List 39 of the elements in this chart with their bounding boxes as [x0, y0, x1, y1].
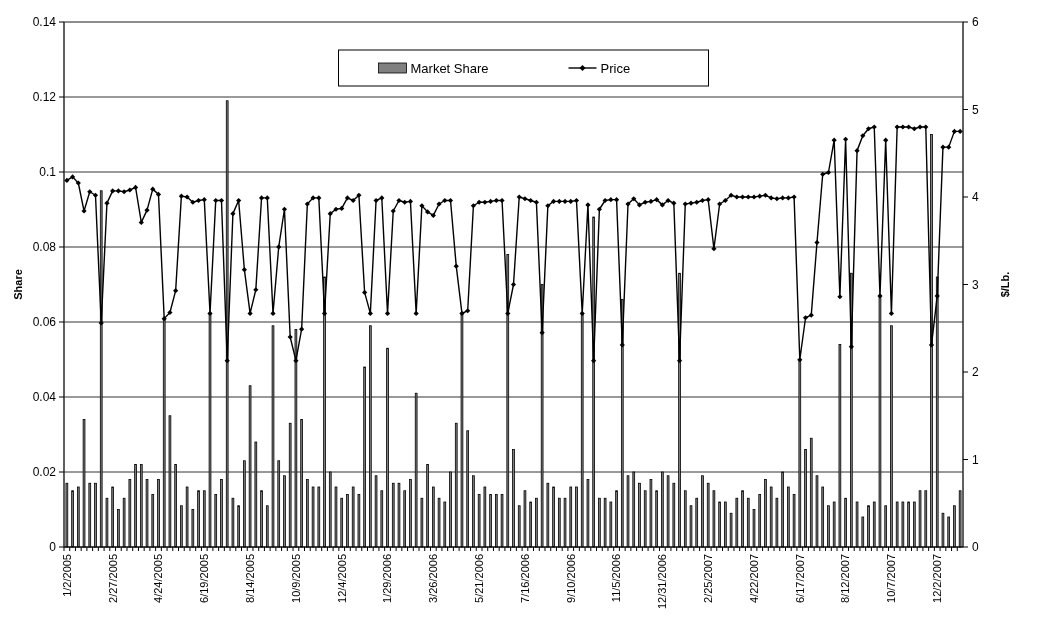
y2-tick-label: 3	[972, 277, 979, 292]
legend-label: Price	[600, 60, 631, 76]
x-tick-label: 12/4/2005	[335, 554, 348, 603]
x-tick-label: 4/22/2007	[747, 554, 760, 603]
y2-tick-label: 6	[972, 15, 979, 30]
y-tick-label: 0.12	[32, 90, 57, 105]
x-tick-label: 3/26/2006	[427, 554, 440, 603]
x-tick-label: 12/31/2006	[656, 554, 669, 610]
y-tick-label: 0	[49, 540, 57, 555]
y-tick-label: 0.06	[32, 315, 57, 330]
y2-tick-label: 1	[972, 452, 979, 467]
x-tick-label: 2/27/2005	[106, 554, 119, 603]
x-tick-label: 9/10/2006	[564, 554, 577, 603]
x-tick-label: 10/7/2007	[885, 554, 898, 603]
x-tick-label: 5/21/2006	[472, 554, 485, 603]
y2-tick-label: 4	[972, 190, 979, 205]
y-tick-label: 0.04	[32, 390, 57, 405]
y-tick-label: 0.08	[32, 240, 57, 255]
y2-tick-label: 0	[972, 540, 979, 555]
x-tick-label: 7/16/2006	[518, 554, 531, 603]
x-tick-label: 1/2/2005	[60, 554, 73, 597]
y2-axis-title: $/Lb.	[999, 271, 1011, 298]
x-tick-label: 8/12/2007	[839, 554, 852, 603]
x-tick-label: 2/25/2007	[702, 554, 715, 603]
x-tick-label: 11/5/2006	[610, 554, 623, 603]
legend-label: Market Share	[410, 60, 489, 76]
y-tick-label: 0.14	[32, 15, 57, 30]
x-tick-label: 6/19/2005	[198, 554, 211, 603]
y-tick-label: 0.1	[39, 165, 57, 180]
y2-tick-label: 2	[972, 365, 979, 380]
y-axis-title: Share	[12, 269, 24, 300]
x-tick-label: 8/14/2005	[243, 554, 256, 603]
x-tick-label: 4/24/2005	[152, 554, 165, 603]
x-tick-label: 10/9/2005	[289, 554, 302, 603]
x-tick-label: 6/17/2007	[793, 554, 806, 603]
y2-tick-label: 5	[972, 102, 979, 117]
x-tick-label: 1/29/2006	[381, 554, 394, 603]
x-tick-label: 12/2/2007	[931, 554, 944, 603]
y-tick-label: 0.02	[32, 465, 57, 480]
